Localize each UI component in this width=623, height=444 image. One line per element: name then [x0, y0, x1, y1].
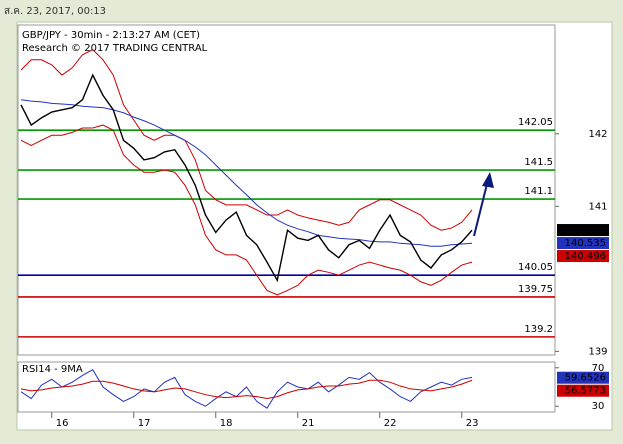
series-line [20, 379, 473, 400]
level-label: 139.2 [524, 324, 553, 335]
y-tick-label: 142 [588, 129, 607, 140]
rsi-title: RSI14 - 9MA [22, 364, 83, 375]
chart-title: GBP/JPY - 30min - 2:13:27 AM (CET) [22, 30, 200, 41]
price-label-box [557, 224, 609, 237]
y-tick-label: 30 [592, 401, 605, 412]
level-label: 140.05 [518, 262, 553, 273]
x-tick-label: 18 [220, 418, 233, 429]
price-panel [17, 24, 556, 356]
price-label-box [557, 250, 609, 263]
series-line [20, 369, 473, 409]
x-tick-label: 23 [466, 418, 479, 429]
price-label: 56.5773 [565, 386, 606, 397]
x-tick-label: 17 [138, 418, 151, 429]
price-label: 140.673 [565, 225, 606, 236]
y-tick-label: 70 [592, 363, 605, 374]
price-label: 59.6526 [565, 373, 606, 384]
y-tick-label: 139 [588, 346, 607, 357]
price-label-box [557, 237, 609, 250]
timestamp: ส.ค. 23, 2017, 00:13 [4, 6, 106, 17]
chart-subtitle: Research © 2017 TRADING CENTRAL [22, 43, 208, 54]
series-line [20, 73, 473, 283]
level-label: 142.05 [518, 117, 553, 128]
price-label: 140.496 [565, 251, 606, 262]
forecast-arrow [473, 172, 494, 237]
x-tick-label: 16 [56, 418, 69, 429]
series-line [20, 124, 473, 296]
series-line [20, 99, 473, 247]
y-tick-label: 141 [588, 201, 607, 212]
x-tick-label: 21 [302, 418, 315, 429]
x-tick-label: 22 [384, 418, 397, 429]
price-label-box [557, 384, 609, 397]
rsi-panel [17, 361, 556, 413]
price-label: 140.535 [565, 238, 606, 249]
level-label: 141.1 [524, 186, 553, 197]
price-label-box [557, 371, 609, 384]
level-label: 141.5 [524, 157, 553, 168]
series-line [20, 49, 473, 231]
level-label: 139.75 [518, 284, 553, 295]
